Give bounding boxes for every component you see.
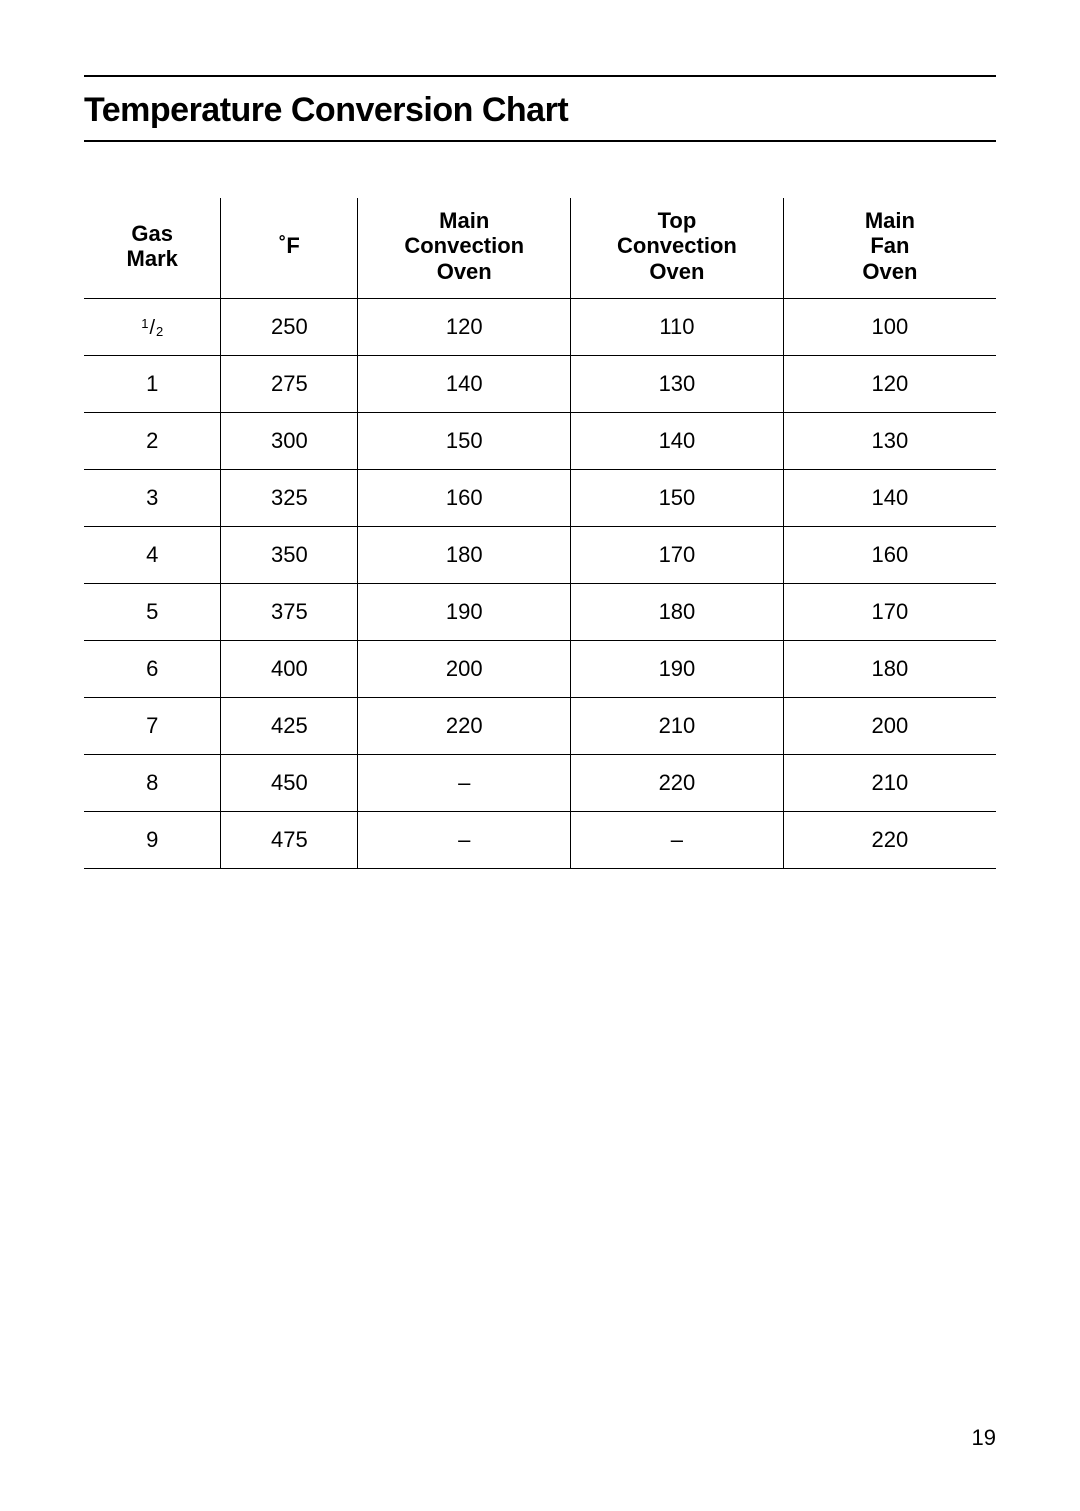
table-cell: 325 — [221, 469, 358, 526]
table-cell: 210 — [783, 754, 996, 811]
table-cell: 200 — [783, 697, 996, 754]
col-header-line: Main — [364, 208, 564, 233]
table-cell: 150 — [571, 469, 784, 526]
conversion-table-wrap: Gas Mark ˚F Main Convection Oven Top Con… — [84, 198, 996, 869]
col-header-line: Oven — [364, 259, 564, 284]
col-header-line: Mark — [90, 246, 214, 271]
col-header-line: ˚F — [227, 233, 351, 258]
table-cell: 140 — [571, 412, 784, 469]
table-cell: 3 — [84, 469, 221, 526]
table-cell: 180 — [358, 526, 571, 583]
table-cell: 220 — [571, 754, 784, 811]
col-header-line: Oven — [577, 259, 777, 284]
table-cell: – — [571, 811, 784, 868]
table-cell: – — [358, 811, 571, 868]
table-cell: 2 — [84, 412, 221, 469]
top-rule — [84, 75, 996, 77]
col-header-top-convection: Top Convection Oven — [571, 198, 784, 298]
table-cell: 100 — [783, 298, 996, 355]
table-cell: 7 — [84, 697, 221, 754]
col-header-line: Fan — [790, 233, 990, 258]
table-cell: 170 — [783, 583, 996, 640]
table-cell: 475 — [221, 811, 358, 868]
col-header-line: Top — [577, 208, 777, 233]
table-row: 1/2250120110100 — [84, 298, 996, 355]
table-row: 8450–220210 — [84, 754, 996, 811]
table-cell: 425 — [221, 697, 358, 754]
table-cell: 160 — [358, 469, 571, 526]
page-title: Temperature Conversion Chart — [84, 91, 996, 130]
table-cell: 350 — [221, 526, 358, 583]
table-cell: 400 — [221, 640, 358, 697]
table-cell: 375 — [221, 583, 358, 640]
title-underline-rule — [84, 140, 996, 142]
table-row: 6400200190180 — [84, 640, 996, 697]
table-cell: 110 — [571, 298, 784, 355]
table-cell: 8 — [84, 754, 221, 811]
page-number: 19 — [972, 1425, 996, 1451]
table-cell: 180 — [571, 583, 784, 640]
col-header-main-convection: Main Convection Oven — [358, 198, 571, 298]
document-page: Temperature Conversion Chart Gas Mark ˚F… — [0, 0, 1080, 1511]
col-header-line: Oven — [790, 259, 990, 284]
table-row: 4350180170160 — [84, 526, 996, 583]
col-header-line: Convection — [577, 233, 777, 258]
table-row: 5375190180170 — [84, 583, 996, 640]
table-cell: 160 — [783, 526, 996, 583]
col-header-line: Main — [790, 208, 990, 233]
table-cell: 120 — [358, 298, 571, 355]
table-header-row: Gas Mark ˚F Main Convection Oven Top Con… — [84, 198, 996, 298]
table-cell: 190 — [358, 583, 571, 640]
table-cell: 1 — [84, 355, 221, 412]
col-header-line: Gas — [90, 221, 214, 246]
col-header-gas-mark: Gas Mark — [84, 198, 221, 298]
table-cell: 275 — [221, 355, 358, 412]
table-cell: 140 — [358, 355, 571, 412]
table-cell: 180 — [783, 640, 996, 697]
table-row: 7425220210200 — [84, 697, 996, 754]
conversion-table: Gas Mark ˚F Main Convection Oven Top Con… — [84, 198, 996, 869]
table-cell: 120 — [783, 355, 996, 412]
col-header-line: Convection — [364, 233, 564, 258]
table-cell: 300 — [221, 412, 358, 469]
table-cell: 150 — [358, 412, 571, 469]
table-row: 9475––220 — [84, 811, 996, 868]
table-body: 1/22501201101001275140130120230015014013… — [84, 298, 996, 868]
table-cell: 170 — [571, 526, 784, 583]
col-header-fahrenheit: ˚F — [221, 198, 358, 298]
table-cell: 9 — [84, 811, 221, 868]
table-row: 1275140130120 — [84, 355, 996, 412]
table-cell: 6 — [84, 640, 221, 697]
table-cell: 220 — [358, 697, 571, 754]
table-cell: 1/2 — [84, 298, 221, 355]
table-cell: 200 — [358, 640, 571, 697]
table-cell: 250 — [221, 298, 358, 355]
table-cell: 190 — [571, 640, 784, 697]
table-cell: 5 — [84, 583, 221, 640]
table-cell: 130 — [571, 355, 784, 412]
col-header-main-fan: Main Fan Oven — [783, 198, 996, 298]
table-cell: 4 — [84, 526, 221, 583]
table-cell: – — [358, 754, 571, 811]
table-cell: 220 — [783, 811, 996, 868]
table-cell: 130 — [783, 412, 996, 469]
table-cell: 450 — [221, 754, 358, 811]
table-cell: 140 — [783, 469, 996, 526]
table-row: 3325160150140 — [84, 469, 996, 526]
table-row: 2300150140130 — [84, 412, 996, 469]
table-cell: 210 — [571, 697, 784, 754]
